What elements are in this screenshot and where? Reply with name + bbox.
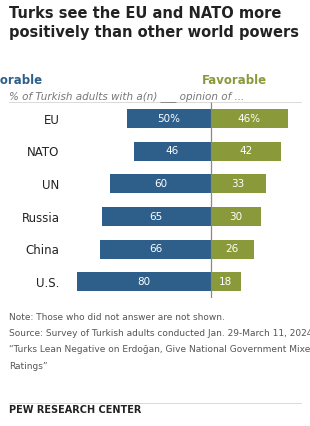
Bar bbox=[210, 272, 241, 291]
Text: 26: 26 bbox=[226, 244, 239, 254]
Bar bbox=[210, 174, 266, 193]
Bar bbox=[134, 142, 210, 161]
Bar bbox=[100, 240, 210, 259]
Text: 65: 65 bbox=[150, 212, 163, 222]
Text: 30: 30 bbox=[229, 212, 242, 222]
Text: Note: Those who did not answer are not shown.: Note: Those who did not answer are not s… bbox=[9, 313, 225, 322]
Text: Ratings”: Ratings” bbox=[9, 362, 48, 371]
Text: 60: 60 bbox=[154, 179, 167, 189]
Text: Source: Survey of Turkish adults conducted Jan. 29-March 11, 2024.: Source: Survey of Turkish adults conduct… bbox=[9, 329, 310, 338]
Bar bbox=[77, 272, 210, 291]
Text: % of Turkish adults with a(n) ___ opinion of ...: % of Turkish adults with a(n) ___ opinio… bbox=[9, 92, 245, 103]
Text: 80: 80 bbox=[137, 277, 150, 287]
Bar bbox=[210, 207, 261, 226]
Text: 50%: 50% bbox=[157, 114, 180, 124]
Text: 42: 42 bbox=[239, 146, 252, 156]
Bar bbox=[110, 174, 210, 193]
Text: PEW RESEARCH CENTER: PEW RESEARCH CENTER bbox=[9, 406, 142, 415]
Text: Turks see the EU and NATO more
positively than other world powers: Turks see the EU and NATO more positivel… bbox=[9, 6, 299, 40]
Text: 18: 18 bbox=[219, 277, 232, 287]
Bar bbox=[210, 142, 281, 161]
Text: Unfavorable: Unfavorable bbox=[0, 74, 43, 86]
Text: 33: 33 bbox=[232, 179, 245, 189]
Text: 46%: 46% bbox=[237, 114, 261, 124]
Bar bbox=[102, 207, 210, 226]
Bar bbox=[127, 109, 210, 128]
Text: 46: 46 bbox=[166, 146, 179, 156]
Text: “Turks Lean Negative on Erdoğan, Give National Government Mixed: “Turks Lean Negative on Erdoğan, Give Na… bbox=[9, 345, 310, 354]
Bar bbox=[210, 109, 288, 128]
Bar bbox=[210, 240, 254, 259]
Text: 66: 66 bbox=[149, 244, 162, 254]
Text: Favorable: Favorable bbox=[202, 74, 268, 86]
